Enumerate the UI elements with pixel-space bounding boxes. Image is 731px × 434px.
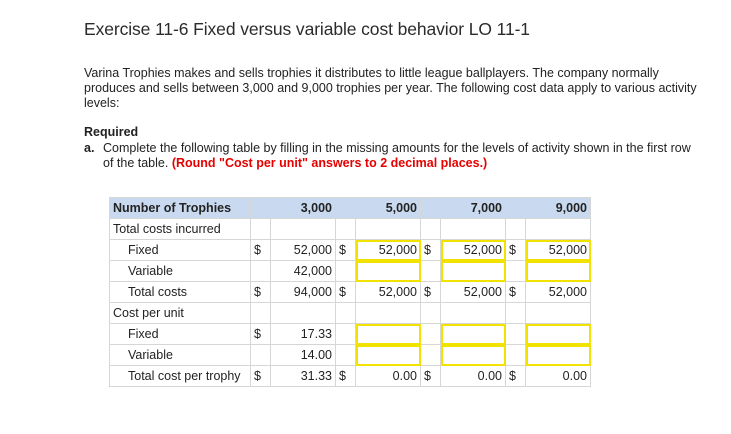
currency-symbol: $: [505, 281, 526, 303]
amount-cell-7000: [440, 302, 506, 324]
currency-symbol: $: [420, 239, 441, 261]
table-row: Total cost per trophy $31.33 $0.00 $0.00 $0.…: [109, 365, 591, 387]
amount-cell-7000: [440, 218, 506, 240]
amount-cell-9000[interactable]: 0.00: [525, 365, 591, 387]
amount-cell-9000[interactable]: [525, 323, 591, 345]
amount-cell-7000[interactable]: 52,000: [440, 281, 506, 303]
amount-cell-9000[interactable]: [525, 260, 591, 282]
amount-cell-3000[interactable]: 42,000: [270, 260, 336, 282]
problem-description: Varina Trophies makes and sells trophies…: [84, 66, 697, 110]
requirement-a: a. Complete the following table by filli…: [84, 141, 704, 171]
currency-symbol: $: [420, 365, 441, 387]
table-row: Variable 42,000: [109, 260, 591, 282]
amount-cell-9000[interactable]: 52,000: [525, 281, 591, 303]
amount-cell-5000[interactable]: 52,000: [355, 281, 421, 303]
currency-symbol: [505, 302, 526, 324]
table-row: Fixed $17.33: [109, 323, 591, 345]
amount-cell-3000[interactable]: 17.33: [270, 323, 336, 345]
currency-symbol: [505, 218, 526, 240]
amount-cell-3000[interactable]: 14.00: [270, 344, 336, 366]
currency-symbol: [420, 218, 441, 240]
row-label: Total cost per trophy: [109, 365, 251, 387]
currency-symbol: [420, 302, 441, 324]
currency-symbol: $: [505, 365, 526, 387]
table-row: Variable 14.00: [109, 344, 591, 366]
currency-symbol: [505, 344, 526, 366]
row-label: Variable: [109, 344, 251, 366]
header-level-9000: 9,000: [505, 197, 591, 219]
currency-symbol: $: [250, 239, 271, 261]
currency-symbol: [420, 344, 441, 366]
amount-cell-3000[interactable]: 52,000: [270, 239, 336, 261]
header-number-of-trophies: Number of Trophies: [109, 197, 251, 219]
amount-cell-7000[interactable]: [440, 323, 506, 345]
row-label: Fixed: [109, 323, 251, 345]
table-header-row: Number of Trophies 3,000 5,000 7,000 9,0…: [109, 197, 591, 219]
amount-cell-7000[interactable]: 52,000: [440, 239, 506, 261]
amount-cell-9000: [525, 302, 591, 324]
currency-symbol: [335, 302, 356, 324]
amount-cell-3000[interactable]: 31.33: [270, 365, 336, 387]
amount-cell-9000[interactable]: 52,000: [525, 239, 591, 261]
currency-symbol: $: [505, 239, 526, 261]
rounding-note: (Round "Cost per unit" answers to 2 deci…: [171, 156, 488, 170]
amount-cell-5000[interactable]: [355, 344, 421, 366]
amount-cell-7000[interactable]: 0.00: [440, 365, 506, 387]
row-label: Fixed: [109, 239, 251, 261]
amount-cell-3000[interactable]: 94,000: [270, 281, 336, 303]
amount-cell-5000[interactable]: [355, 260, 421, 282]
amount-cell-3000: [270, 218, 336, 240]
page-title: Exercise 11-6 Fixed versus variable cost…: [84, 19, 530, 39]
currency-symbol: $: [335, 239, 356, 261]
currency-symbol: [335, 344, 356, 366]
row-label: Total costs: [109, 281, 251, 303]
currency-symbol: [335, 323, 356, 345]
amount-cell-9000[interactable]: [525, 344, 591, 366]
table-row: Total costs incurred: [109, 218, 591, 240]
currency-symbol: $: [250, 281, 271, 303]
required-heading: Required: [84, 125, 139, 139]
row-label: Variable: [109, 260, 251, 282]
amount-cell-5000[interactable]: [355, 323, 421, 345]
amount-cell-7000[interactable]: [440, 260, 506, 282]
amount-cell-3000: [270, 302, 336, 324]
header-level-5000: 5,000: [335, 197, 421, 219]
amount-cell-9000: [525, 218, 591, 240]
cost-table: Number of Trophies 3,000 5,000 7,000 9,0…: [109, 197, 591, 387]
currency-symbol: $: [250, 365, 271, 387]
amount-cell-5000[interactable]: 0.00: [355, 365, 421, 387]
header-level-7000: 7,000: [420, 197, 506, 219]
requirement-letter: a.: [84, 141, 95, 155]
currency-symbol: [250, 218, 271, 240]
table-row: Total costs $94,000 $52,000 $52,000 $52,000: [109, 281, 591, 303]
section-label: Total costs incurred: [109, 218, 251, 240]
requirement-instruction: Complete the following table by filling …: [103, 141, 691, 170]
currency-symbol: [250, 260, 271, 282]
currency-symbol: $: [420, 281, 441, 303]
header-level-3000: 3,000: [250, 197, 336, 219]
amount-cell-5000: [355, 218, 421, 240]
requirement-text: Complete the following table by filling …: [103, 141, 704, 171]
currency-symbol: $: [250, 323, 271, 345]
table-row: Cost per unit: [109, 302, 591, 324]
currency-symbol: [505, 260, 526, 282]
section-label: Cost per unit: [109, 302, 251, 324]
currency-symbol: [505, 323, 526, 345]
currency-symbol: [250, 344, 271, 366]
amount-cell-5000[interactable]: 52,000: [355, 239, 421, 261]
currency-symbol: [250, 302, 271, 324]
currency-symbol: $: [335, 281, 356, 303]
currency-symbol: [335, 218, 356, 240]
amount-cell-5000: [355, 302, 421, 324]
currency-symbol: [420, 323, 441, 345]
amount-cell-7000[interactable]: [440, 344, 506, 366]
currency-symbol: [420, 260, 441, 282]
currency-symbol: $: [335, 365, 356, 387]
table-row: Fixed $52,000 $52,000 $52,000 $52,000: [109, 239, 591, 261]
currency-symbol: [335, 260, 356, 282]
